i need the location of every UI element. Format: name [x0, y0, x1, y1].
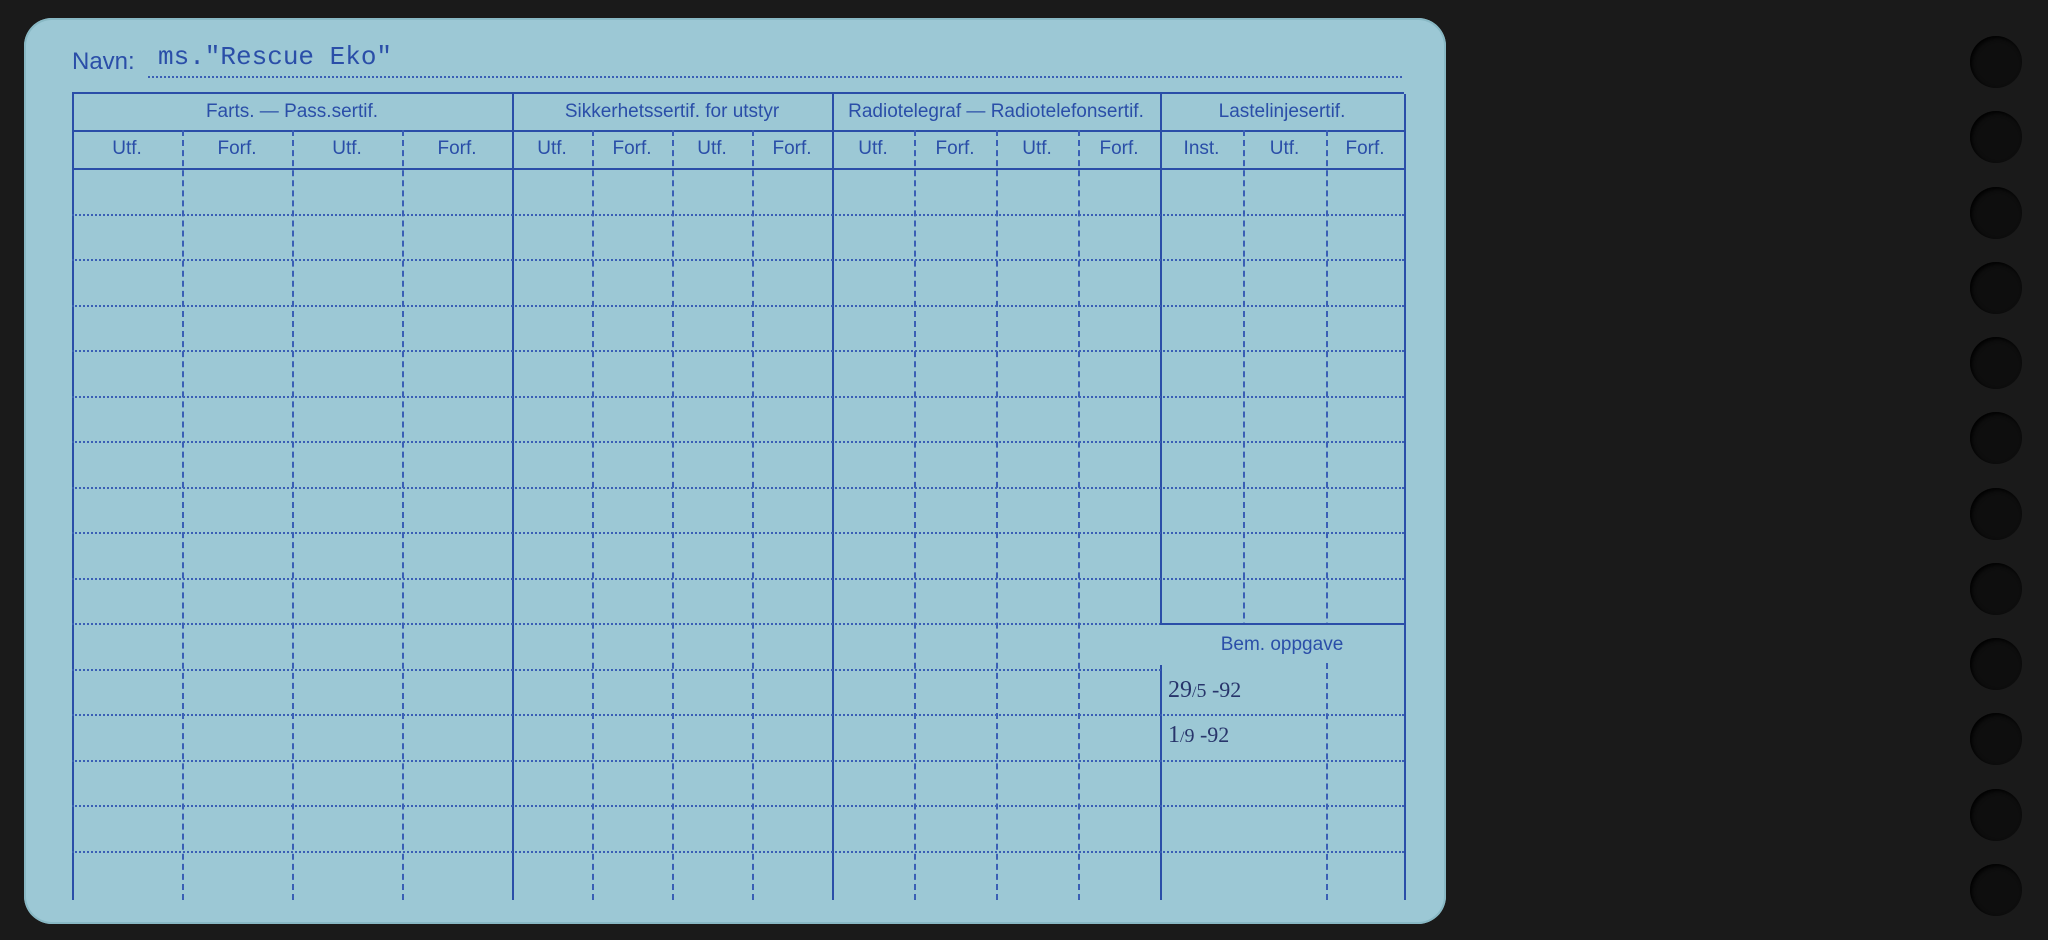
binder-holes	[1970, 36, 2026, 916]
binder-hole	[1970, 864, 2022, 916]
column-header: Utf.	[72, 130, 182, 170]
group-header: Farts. — Pass.sertif.	[72, 94, 512, 132]
column-divider	[292, 130, 294, 900]
group-header: Lastelinjesertif.	[1160, 94, 1404, 132]
column-header: Utf.	[512, 130, 592, 170]
column-header: Utf.	[1243, 130, 1326, 170]
handwritten-entry: 29/5 -92	[1168, 677, 1241, 704]
column-divider	[914, 130, 916, 900]
row-divider	[72, 350, 1404, 352]
column-divider	[592, 130, 594, 900]
certificates-table: Farts. — Pass.sertif.Sikkerhetssertif. f…	[72, 92, 1404, 900]
binder-hole	[1970, 412, 2022, 464]
column-divider	[996, 130, 998, 900]
binder-hole	[1970, 337, 2022, 389]
navn-row: Navn: ms."Rescue Eko"	[72, 44, 1404, 94]
group-header: Radiotelegraf — Radiotelefonsertif.	[832, 94, 1160, 132]
row-divider	[72, 578, 1404, 580]
column-header: Utf.	[292, 130, 402, 170]
column-header: Forf.	[592, 130, 672, 170]
column-divider	[672, 130, 674, 900]
binder-hole	[1970, 563, 2022, 615]
binder-hole	[1970, 789, 2022, 841]
row-divider	[72, 532, 1404, 534]
navn-label: Navn:	[72, 48, 135, 76]
binder-hole	[1970, 262, 2022, 314]
index-card: Navn: ms."Rescue Eko" Farts. — Pass.sert…	[24, 18, 1446, 924]
binder-hole	[1970, 488, 2022, 540]
column-header: Forf.	[914, 130, 996, 170]
bem-oppgave-header: Bem. oppgave	[1160, 623, 1404, 667]
binder-hole	[1970, 638, 2022, 690]
row-divider	[72, 305, 1404, 307]
row-divider	[72, 214, 1404, 216]
row-divider	[72, 259, 1404, 261]
row-divider	[72, 396, 1404, 398]
column-header: Utf.	[672, 130, 752, 170]
column-header: Forf.	[752, 130, 832, 170]
column-divider	[182, 130, 184, 900]
column-header: Forf.	[182, 130, 292, 170]
binder-hole	[1970, 187, 2022, 239]
navn-value: ms."Rescue Eko"	[158, 42, 392, 72]
column-divider	[1078, 130, 1080, 900]
column-divider	[402, 130, 404, 900]
binder-hole	[1970, 713, 2022, 765]
column-divider	[752, 130, 754, 900]
column-header: Forf.	[1326, 130, 1404, 170]
column-header: Forf.	[1078, 130, 1160, 170]
row-divider	[72, 441, 1404, 443]
group-header: Sikkerhetssertif. for utstyr	[512, 94, 832, 132]
column-header: Forf.	[402, 130, 512, 170]
binder-hole	[1970, 36, 2022, 88]
binder-hole	[1970, 111, 2022, 163]
handwritten-entry: 1/9 -92	[1168, 722, 1229, 749]
column-header: Inst.	[1160, 130, 1243, 170]
column-header: Utf.	[996, 130, 1078, 170]
row-divider	[72, 487, 1404, 489]
column-header: Utf.	[832, 130, 914, 170]
